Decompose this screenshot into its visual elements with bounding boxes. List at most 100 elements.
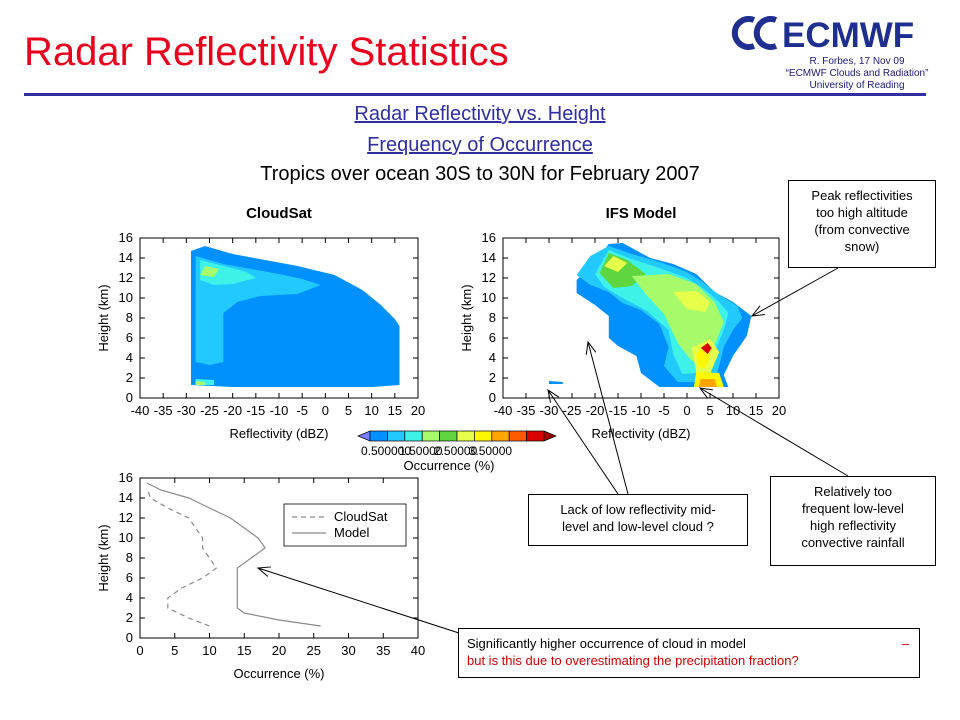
y-tick-label: 10	[482, 290, 496, 305]
y-tick-label: 14	[482, 250, 496, 265]
colorbar-low-arrow	[357, 430, 371, 442]
x-tick-label: 15	[749, 403, 763, 418]
x-tick-label: 10	[364, 403, 378, 418]
colorbar-segment	[508, 430, 527, 442]
x-tick-label: -40	[494, 403, 513, 418]
ifs-contour-upper-yellow	[604, 256, 628, 272]
y-tick-label: 6	[489, 330, 496, 345]
cloudsat-contour-level-4	[200, 266, 219, 277]
colorbar-tick-label: 1.50000	[399, 444, 443, 458]
x-tick-label: 10	[726, 403, 740, 418]
y-tick-label: 2	[489, 370, 496, 385]
x-tick-label: 15	[237, 643, 251, 658]
x-tick-label: -35	[154, 403, 173, 418]
annotation-peak-reflectivities: Peak reflectivities too high altitude (f…	[788, 180, 936, 268]
annotation-line: convective rainfall	[801, 535, 905, 550]
x-tick-label: 20	[411, 403, 425, 418]
y-axis-label: Height (km)	[96, 524, 111, 591]
x-tick-label: -20	[223, 403, 242, 418]
x-tick-label: 0	[683, 403, 690, 418]
x-tick-label: -25	[563, 403, 582, 418]
x-tick-label: 5	[345, 403, 352, 418]
page-title: Radar Reflectivity Statistics	[24, 30, 509, 74]
colorbar-segment	[369, 430, 388, 442]
x-tick-label: 40	[411, 643, 425, 658]
x-tick-label: -15	[609, 403, 628, 418]
annotation-dash: –	[901, 636, 909, 651]
x-tick-label: 5	[706, 403, 713, 418]
ifs-contour-mid-yellow	[673, 291, 710, 312]
colorbar-label: Occurrence (%)	[403, 458, 494, 473]
x-tick-label: -10	[270, 403, 289, 418]
x-tick-label: -15	[246, 403, 265, 418]
annotation-line: frequent low-level	[802, 501, 904, 516]
x-tick-label: -20	[586, 403, 605, 418]
annotation-line: Peak reflectivities	[811, 188, 913, 203]
annotation-line: high reflectivity	[810, 518, 896, 533]
colorbar-segment	[474, 430, 493, 442]
cloudsat-contour-level-3	[200, 260, 256, 285]
colorbar-segment	[526, 430, 545, 442]
credit-line-author: R. Forbes, 17 Nov 09	[809, 56, 905, 67]
y-tick-label: 2	[126, 610, 133, 625]
y-tick-label: 16	[119, 470, 133, 485]
title-underline	[24, 93, 926, 96]
colorbar-segment	[387, 430, 406, 442]
subtitle-reflectivity: Radar Reflectivity vs. Height	[354, 103, 606, 125]
logo-swirl-2	[753, 16, 778, 50]
ifs-contour-cumulus	[549, 381, 563, 384]
x-tick-label: 0	[322, 403, 329, 418]
arrow-lack-mid-head	[585, 340, 597, 355]
annotation-line: snow)	[844, 239, 880, 254]
subtitle-region: Tropics over ocean 30S to 30N for Februa…	[260, 163, 700, 185]
y-tick-label: 10	[119, 530, 133, 545]
x-tick-label: -25	[200, 403, 219, 418]
arrow-lack-low-head	[547, 388, 560, 403]
series-line-cloudsat	[146, 487, 218, 627]
annotation-line: (from convective	[814, 222, 910, 237]
legend-box	[283, 503, 407, 547]
x-tick-label: 0	[136, 643, 143, 658]
ifs-contour-peak-red	[700, 343, 712, 354]
arrow-peak-head	[750, 305, 765, 317]
x-tick-label: 15	[388, 403, 402, 418]
arrow-low-level	[699, 387, 849, 477]
annotation-line: too high altitude	[816, 205, 908, 220]
x-axis-label: Occurrence (%)	[233, 666, 324, 681]
y-tick-label: 2	[126, 370, 133, 385]
y-tick-label: 12	[482, 270, 496, 285]
colorbar-segment	[491, 430, 510, 442]
y-tick-label: 14	[119, 250, 133, 265]
annotation-lack-of-cloud: Lack of low reflectivity mid- level and …	[528, 494, 748, 546]
y-tick-label: 12	[119, 510, 133, 525]
x-tick-label: 35	[376, 643, 390, 658]
x-tick-label: -5	[296, 403, 308, 418]
logo-swirl-1	[731, 16, 756, 50]
cloudsat-contour-low-core	[195, 381, 205, 385]
y-axis-label: Height (km)	[96, 284, 111, 351]
arrow-significant-head	[256, 566, 271, 577]
logo-text: ECMWF	[782, 16, 914, 54]
colorbar-tick-label: 3.50000	[469, 444, 513, 458]
y-tick-label: 0	[126, 390, 133, 405]
y-tick-label: 16	[482, 230, 496, 245]
colorbar-segment	[439, 430, 458, 442]
x-tick-label: -10	[632, 403, 651, 418]
y-tick-label: 0	[126, 630, 133, 645]
ifs-contour-surface-orange	[698, 379, 717, 387]
annotation-line: level and low-level cloud ?	[562, 519, 714, 534]
colorbar-high-arrow	[543, 430, 557, 442]
arrow-low-level-head	[698, 387, 713, 399]
arrow-lack-mid	[587, 341, 629, 495]
y-tick-label: 4	[489, 350, 496, 365]
x-tick-label: 30	[341, 643, 355, 658]
x-tick-label: -40	[131, 403, 150, 418]
legend-label-model: Model	[334, 525, 370, 540]
y-tick-label: 16	[119, 230, 133, 245]
chart-title: IFS Model	[606, 205, 677, 222]
colorbar-segment	[421, 430, 440, 442]
y-tick-label: 0	[489, 390, 496, 405]
colorbar-segment	[456, 430, 475, 442]
x-tick-label: 5	[171, 643, 178, 658]
